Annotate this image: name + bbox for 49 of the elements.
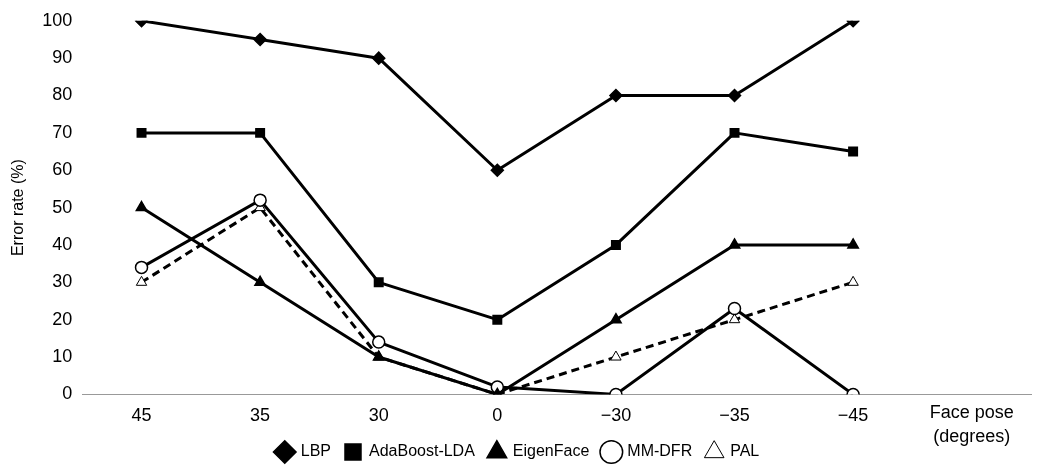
y-tick-label: 80	[52, 84, 73, 105]
legend-label: AdaBoost-LDA	[369, 442, 476, 460]
x-tick-label: 0	[492, 405, 503, 426]
point	[492, 314, 503, 325]
point	[609, 88, 623, 103]
point	[135, 275, 148, 286]
legend-label: LBP	[300, 442, 331, 460]
y-axis-title: Error rate (%)	[9, 159, 27, 257]
x-tick-label: 45	[131, 405, 152, 426]
point	[727, 88, 742, 103]
x-tick-label: −30	[600, 405, 632, 426]
x-tick-label: −45	[837, 405, 869, 426]
point	[253, 32, 267, 47]
point	[135, 200, 148, 212]
y-tick-label: 90	[52, 47, 73, 68]
point	[610, 239, 621, 250]
point	[610, 350, 622, 361]
y-tick-label: 40	[52, 233, 73, 254]
x-axis-title: Face pose (degrees)	[929, 402, 1014, 447]
y-tick-label: 0	[62, 383, 73, 404]
y-tick-label: 60	[52, 159, 73, 180]
point	[848, 146, 859, 157]
point	[847, 275, 859, 286]
y-tick-label: 10	[52, 346, 73, 367]
point	[254, 275, 267, 287]
legend-label: PAL	[730, 442, 760, 460]
point	[136, 127, 147, 138]
point	[134, 260, 149, 275]
x-tick-label: 35	[250, 405, 271, 426]
point	[373, 277, 384, 288]
point	[371, 51, 386, 65]
point	[729, 127, 740, 138]
y-tick-label: 30	[52, 271, 73, 292]
y-tick-label: 70	[52, 121, 73, 142]
legend-label: EigenFace	[512, 442, 590, 460]
y-tick-label: 20	[52, 308, 73, 329]
y-tick-label: 50	[52, 196, 73, 217]
point	[847, 238, 860, 249]
point	[371, 335, 386, 349]
point	[728, 238, 741, 249]
legend-label: MM-DFR	[627, 442, 693, 460]
point	[255, 127, 266, 138]
y-tick-label: 100	[42, 9, 73, 30]
point	[253, 193, 267, 207]
point	[490, 163, 505, 177]
x-tick-label: −35	[719, 405, 750, 426]
x-tick-label: 30	[368, 405, 389, 426]
point	[727, 301, 742, 316]
point	[609, 312, 622, 324]
